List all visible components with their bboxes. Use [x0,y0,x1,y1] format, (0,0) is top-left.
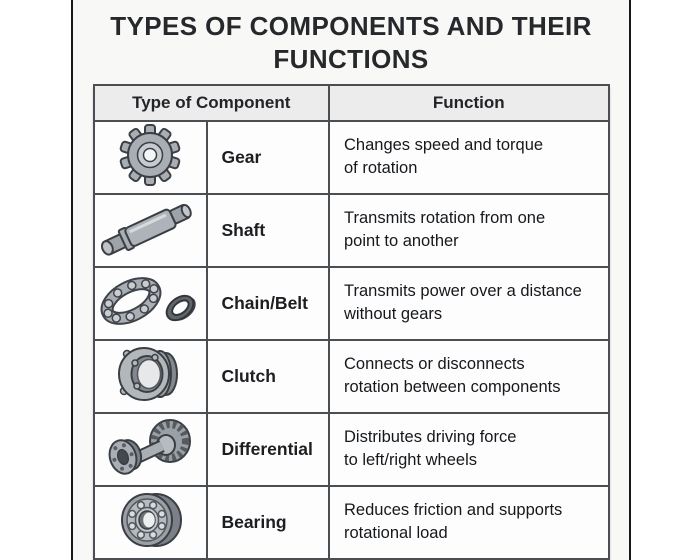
table-row-clutch: Clutch Connects or disconnects rotation … [92,338,610,414]
table-header-row: Type of Component Function [92,83,610,122]
component-name: Bearing [206,484,330,560]
bearing-icon [98,489,202,551]
table-row-gear: Gear Changes speed and torque of rotatio… [92,119,610,195]
header-type-of-component: Type of Component [92,83,330,122]
component-function: Distributes driving force to left/right … [328,411,610,487]
component-function: Reduces friction and supports rotational… [328,484,610,560]
component-name: Chain/Belt [206,265,330,341]
header-function: Function [328,83,610,122]
component-name: Gear [206,119,330,195]
gear-icon [98,123,202,186]
components-table: Type of Component Function [92,83,610,560]
component-name: Differential [206,411,330,487]
page-title: TYPES OF COMPONENTS AND THEIR FUNCTIONS [110,11,592,75]
table-row-chain-belt: Chain/Belt Transmits power over a distan… [92,265,610,341]
table-row-shaft: Shaft Transmits rotation from one point … [92,192,610,268]
shaft-icon [98,197,202,259]
component-function: Changes speed and torque of rotation [328,119,610,195]
chain-belt-icon [98,270,202,332]
component-function: Transmits rotation from one point to ano… [328,192,610,268]
clutch-icon [98,343,202,405]
component-function: Connects or disconnects rotation between… [328,338,610,414]
component-name: Shaft [206,192,330,268]
differential-icon [98,416,202,478]
component-name: Clutch [206,338,330,414]
component-function: Transmits power over a distance without … [328,265,610,341]
infographic-card: TYPES OF COMPONENTS AND THEIR FUNCTIONS … [71,0,631,560]
table-row-bearing: Bearing Reduces friction and supports ro… [92,484,610,560]
table-row-differential: Differential Distributes driving force t… [92,411,610,487]
